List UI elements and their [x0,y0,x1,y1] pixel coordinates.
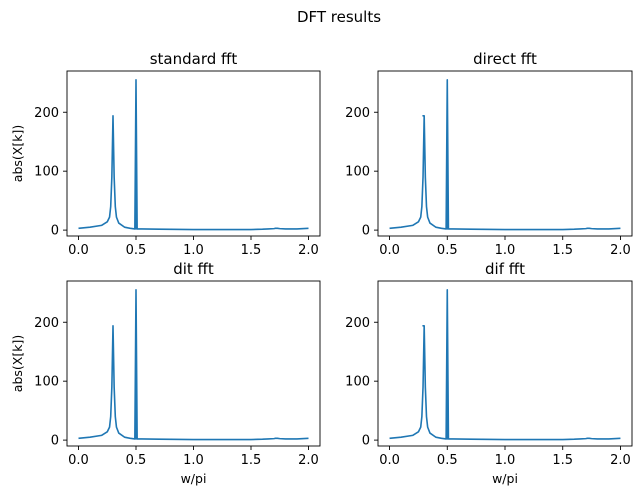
subplot-1: standard fft 0.0 0.5 1.0 1.5 2.0 0 100 200 abs(X[… [10,50,321,258]
y-tick-label: 200 [34,106,59,121]
y-tick-label: 0 [51,434,59,449]
subplot-title: dif fft [485,260,525,278]
series-line-1 [389,79,621,231]
x-tick-label: 1.5 [552,453,573,468]
x-tick-label: 0.5 [126,243,147,258]
y-tick-label: 200 [34,316,59,331]
y-tick-label: 100 [345,375,370,390]
x-tick-label: 1.5 [241,453,262,468]
figure-suptitle: DFT results [297,8,381,26]
x-tick-label: 2.0 [610,243,631,258]
x-tick-label: 0.5 [126,453,147,468]
x-tick-label: 2.0 [610,453,631,468]
x-axis-label: w/pi [181,471,207,486]
series-line-1 [389,289,621,441]
x-tick-label: 1.0 [495,243,516,258]
x-tick-label: 0.0 [68,453,89,468]
x-tick-label: 1.0 [183,453,204,468]
series-line-1 [78,79,309,231]
y-tick-label: 200 [345,106,370,121]
y-axis-label: abs(X[k]) [10,125,25,182]
x-axis-label: w/pi [492,471,518,486]
y-tick-label: 200 [345,316,370,331]
subplot-title: standard fft [150,50,238,68]
x-tick-label: 1.5 [552,243,573,258]
subplot-title: dit fft [173,260,214,278]
subplot-3: dit fft 0.0 0.5 1.0 1.5 2.0 0 100 200 w/pi abs(X[k… [10,260,321,486]
subplot-2: direct fft 0.0 0.5 1.0 1.5 2.0 0 100 200 [345,50,633,258]
y-tick-label: 0 [362,434,370,449]
x-tick-label: 0.0 [68,243,89,258]
x-tick-label: 2.0 [298,453,319,468]
x-tick-label: 1.0 [183,243,204,258]
y-axis-label: abs(X[k]) [10,335,25,392]
y-tick-label: 0 [362,224,370,239]
x-tick-label: 2.0 [298,243,319,258]
subplot-title: direct fft [473,50,537,68]
subplot-4: dif fft 0.0 0.5 1.0 1.5 2.0 0 100 200 w/pi [345,260,633,486]
x-tick-label: 0.0 [379,243,400,258]
subplots-group: standard fft 0.0 0.5 1.0 1.5 2.0 0 100 200 abs(X[… [10,50,633,486]
y-tick-label: 100 [345,165,370,180]
x-tick-label: 0.5 [437,453,458,468]
x-tick-label: 1.0 [495,453,516,468]
y-tick-label: 100 [34,375,59,390]
x-tick-label: 1.5 [241,243,262,258]
y-tick-label: 0 [51,224,59,239]
series-line-1 [78,289,309,441]
x-tick-label: 0.5 [437,243,458,258]
x-tick-label: 0.0 [379,453,400,468]
y-tick-label: 100 [34,165,59,180]
